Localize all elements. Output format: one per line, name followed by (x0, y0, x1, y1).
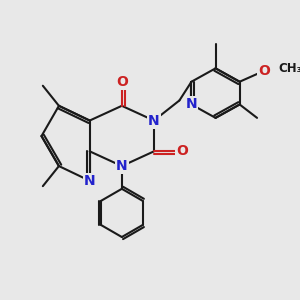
Text: N: N (116, 159, 128, 173)
Text: O: O (258, 64, 270, 78)
Text: N: N (186, 98, 197, 112)
Text: O: O (116, 75, 128, 89)
Text: O: O (176, 144, 188, 158)
Text: N: N (148, 113, 160, 128)
Text: CH₃: CH₃ (278, 62, 300, 75)
Text: N: N (84, 174, 95, 188)
